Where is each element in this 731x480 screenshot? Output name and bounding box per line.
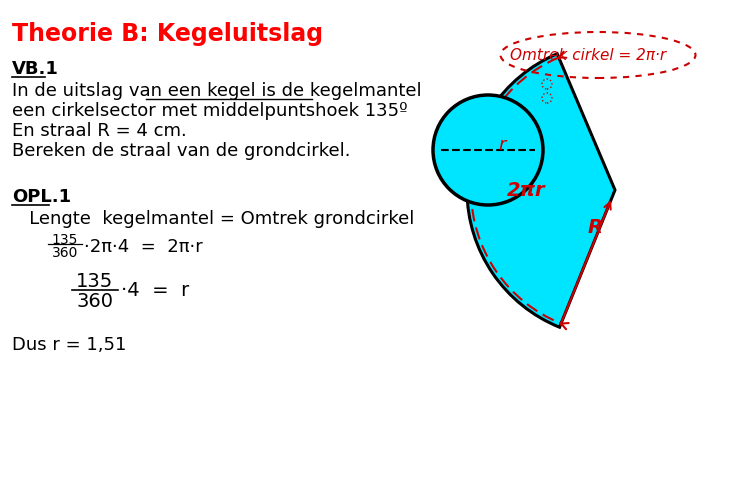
Text: Bereken de straal van de grondcirkel.: Bereken de straal van de grondcirkel. <box>12 142 350 160</box>
Text: Theorie B: Kegeluitslag: Theorie B: Kegeluitslag <box>12 22 323 46</box>
Text: 360: 360 <box>52 246 78 260</box>
Wedge shape <box>467 54 615 327</box>
Text: een cirkelsector met middelpuntshoek 135º: een cirkelsector met middelpuntshoek 135… <box>12 102 408 120</box>
Text: 135: 135 <box>76 272 113 291</box>
Text: In de uitslag van een kegel is de kegelmantel: In de uitslag van een kegel is de kegelm… <box>12 82 422 100</box>
Text: 135: 135 <box>52 233 78 247</box>
Text: ·2π·4  =  2π·r: ·2π·4 = 2π·r <box>84 238 202 256</box>
Text: Dus r = 1,51: Dus r = 1,51 <box>12 336 126 354</box>
Text: 2πr: 2πr <box>507 181 545 200</box>
Text: ·4  =  r: ·4 = r <box>121 281 189 300</box>
Text: En straal R = 4 cm.: En straal R = 4 cm. <box>12 122 186 140</box>
Text: 360: 360 <box>77 292 113 311</box>
Circle shape <box>433 95 543 205</box>
Text: Lengte  kegelmantel = Omtrek grondcirkel: Lengte kegelmantel = Omtrek grondcirkel <box>12 210 414 228</box>
Text: Omtrek cirkel = 2π·r: Omtrek cirkel = 2π·r <box>510 48 666 62</box>
Text: OPL.1: OPL.1 <box>12 188 71 206</box>
Text: VB.1: VB.1 <box>12 60 59 78</box>
Text: R: R <box>588 217 603 237</box>
Text: r: r <box>499 136 506 154</box>
